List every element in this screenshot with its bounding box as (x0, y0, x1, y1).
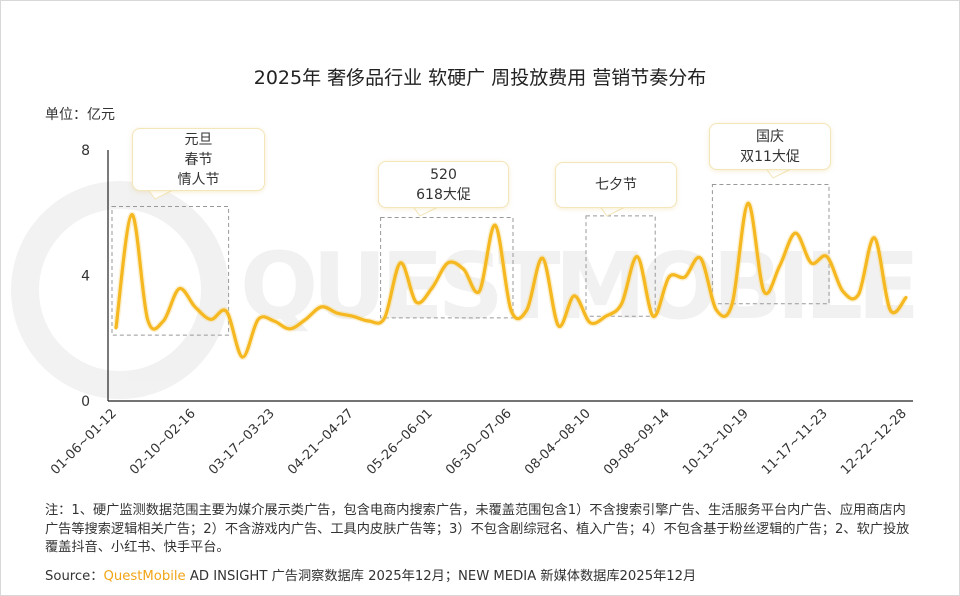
y-tick-label: 8 (81, 143, 90, 159)
annotation-callout: 520 618大促 (378, 161, 509, 208)
highlight-box (585, 215, 656, 317)
callout-text: 七夕节 (595, 177, 637, 193)
callout-text: 双11大促 (740, 148, 800, 165)
x-tick-label: 05-26~06-01 (364, 406, 436, 478)
callout-text: 国庆 (756, 128, 784, 145)
x-tick-label: 06-30~07-06 (443, 406, 515, 478)
highlight-box (111, 205, 230, 336)
x-tick-label: 02-10~02-16 (127, 406, 199, 478)
source-brand: QuestMobile (103, 569, 186, 584)
highlight-box (711, 184, 830, 305)
x-tick-label: 10-13~10-19 (680, 406, 752, 478)
footnote: 注：1、硬广监测数据范围主要为媒介展示类广告，包含电商内搜索广告，未覆盖范围包含… (45, 503, 910, 555)
annotation-callout: 元旦 春节 情人节 (132, 128, 265, 191)
callout-text: 春节 (184, 151, 213, 168)
x-tick-label: 03-17~03-23 (206, 406, 278, 478)
source-prefix: Source： (45, 569, 104, 584)
annotation-callout: 七夕节 (555, 162, 677, 208)
callout-text: 元旦 (184, 131, 213, 148)
unit-label: 单位：亿元 (45, 107, 115, 123)
x-tick-label: 11-17~11-23 (759, 406, 831, 478)
x-tick-label: 08-04~08-10 (522, 406, 594, 478)
x-tick-label: 12-22~12-28 (838, 406, 910, 478)
callout-text: 情人节 (177, 171, 220, 188)
highlight-box (380, 216, 514, 319)
x-tick-label: 09-08~09-14 (601, 406, 673, 478)
annotation-callout: 国庆双11大促 (709, 123, 831, 170)
chart-title: 2025年 奢侈品行业 软硬广 周投放费用 营销节奏分布 (253, 67, 707, 89)
x-tick-label: 01-06~01-12 (48, 406, 120, 478)
watermark-text: QUESTMOBILE (240, 233, 920, 340)
callout-text: 520 (430, 166, 457, 183)
x-tick-label: 04-21~04-27 (285, 406, 357, 478)
source-rest: AD INSIGHT 广告洞察数据库 2025年12月；NEW MEDIA 新媒… (185, 569, 697, 584)
source-line: Source：QuestMobile AD INSIGHT 广告洞察数据库 20… (45, 565, 696, 584)
y-tick-label: 4 (81, 269, 90, 285)
y-tick-label: 0 (81, 394, 90, 410)
callout-text: 618大促 (416, 186, 471, 203)
